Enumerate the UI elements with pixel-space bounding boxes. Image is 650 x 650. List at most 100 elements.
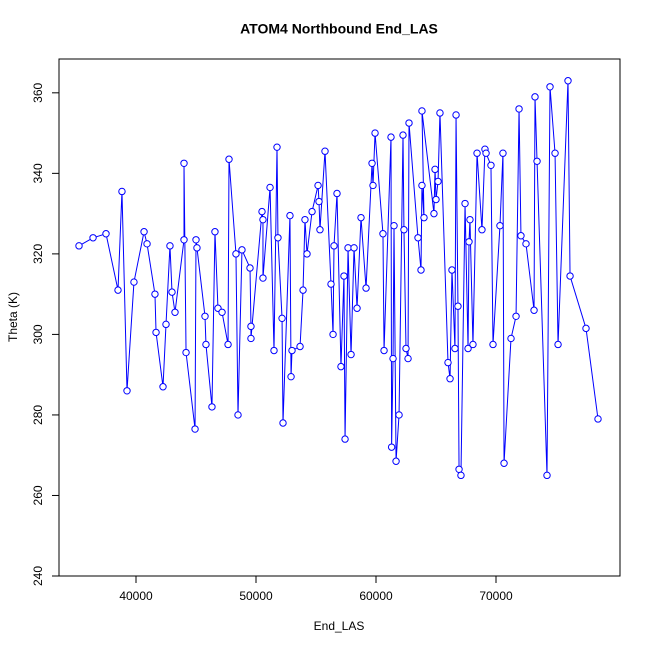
point [533, 157, 541, 165]
point [151, 290, 159, 298]
point [118, 187, 126, 196]
point [327, 280, 335, 288]
point [454, 302, 462, 310]
point [350, 244, 358, 252]
point [594, 415, 602, 423]
point [303, 250, 311, 258]
point [379, 230, 387, 238]
point [362, 284, 370, 292]
point [515, 105, 523, 113]
point [517, 232, 525, 240]
point [180, 236, 188, 244]
point [114, 286, 122, 294]
point [369, 181, 377, 190]
point [238, 246, 246, 254]
point [270, 346, 278, 355]
point [140, 228, 148, 236]
point [466, 215, 474, 224]
point [286, 211, 294, 220]
point [566, 272, 574, 280]
point [432, 195, 440, 204]
point [168, 288, 176, 296]
point [258, 207, 266, 216]
point [340, 272, 348, 280]
point [193, 244, 201, 252]
point [308, 207, 316, 216]
point [455, 465, 463, 473]
x-tick-label: 60000 [359, 589, 393, 603]
point [489, 340, 497, 349]
point [225, 155, 233, 163]
point [259, 215, 267, 224]
point [344, 244, 352, 252]
point [564, 77, 572, 85]
point [448, 266, 456, 274]
point [430, 209, 438, 218]
point [444, 358, 452, 367]
y-tick-label: 340 [31, 163, 45, 183]
point [266, 183, 274, 192]
point [387, 133, 395, 141]
point [446, 375, 454, 383]
point [469, 340, 477, 349]
point [478, 226, 486, 234]
point [152, 328, 160, 337]
point [166, 242, 174, 250]
point [482, 149, 490, 157]
point [102, 230, 110, 238]
point [347, 350, 355, 359]
point [389, 354, 397, 363]
point [405, 119, 413, 127]
point [404, 354, 412, 363]
point [159, 383, 167, 391]
point [400, 226, 408, 234]
point [436, 109, 444, 117]
point [522, 240, 530, 248]
point [402, 344, 410, 353]
point [274, 234, 282, 242]
point [473, 149, 481, 157]
y-tick-label: 360 [31, 82, 45, 102]
y-tick-label: 260 [31, 485, 45, 505]
chart-title: ATOM4 Northbound End_LAS [240, 21, 438, 37]
point [314, 181, 322, 190]
point [89, 234, 97, 242]
point [417, 266, 425, 274]
point [301, 215, 309, 224]
point [191, 425, 199, 433]
point [451, 344, 459, 353]
x-tick-label: 70000 [479, 589, 513, 603]
x-tick-label: 40000 [119, 589, 153, 603]
point [461, 199, 469, 208]
point [123, 387, 131, 395]
point [418, 181, 426, 190]
point [368, 159, 376, 167]
point [418, 107, 426, 115]
point [192, 236, 200, 244]
point [465, 238, 473, 246]
point [357, 213, 365, 222]
point [279, 419, 287, 427]
point [273, 143, 281, 151]
point [452, 111, 460, 119]
point [246, 264, 254, 272]
point [582, 324, 590, 333]
point [512, 312, 520, 320]
point [434, 177, 442, 186]
point [211, 228, 219, 236]
point [414, 234, 422, 242]
point [143, 240, 151, 248]
point [288, 346, 296, 355]
y-tick-label: 320 [31, 244, 45, 264]
line [78, 80, 599, 476]
point [315, 197, 323, 206]
point [202, 340, 210, 349]
point [392, 457, 400, 465]
point [531, 93, 539, 101]
point [201, 312, 209, 320]
point [224, 340, 232, 349]
point [182, 348, 190, 357]
plot-frame [58, 58, 621, 577]
point [330, 242, 338, 250]
